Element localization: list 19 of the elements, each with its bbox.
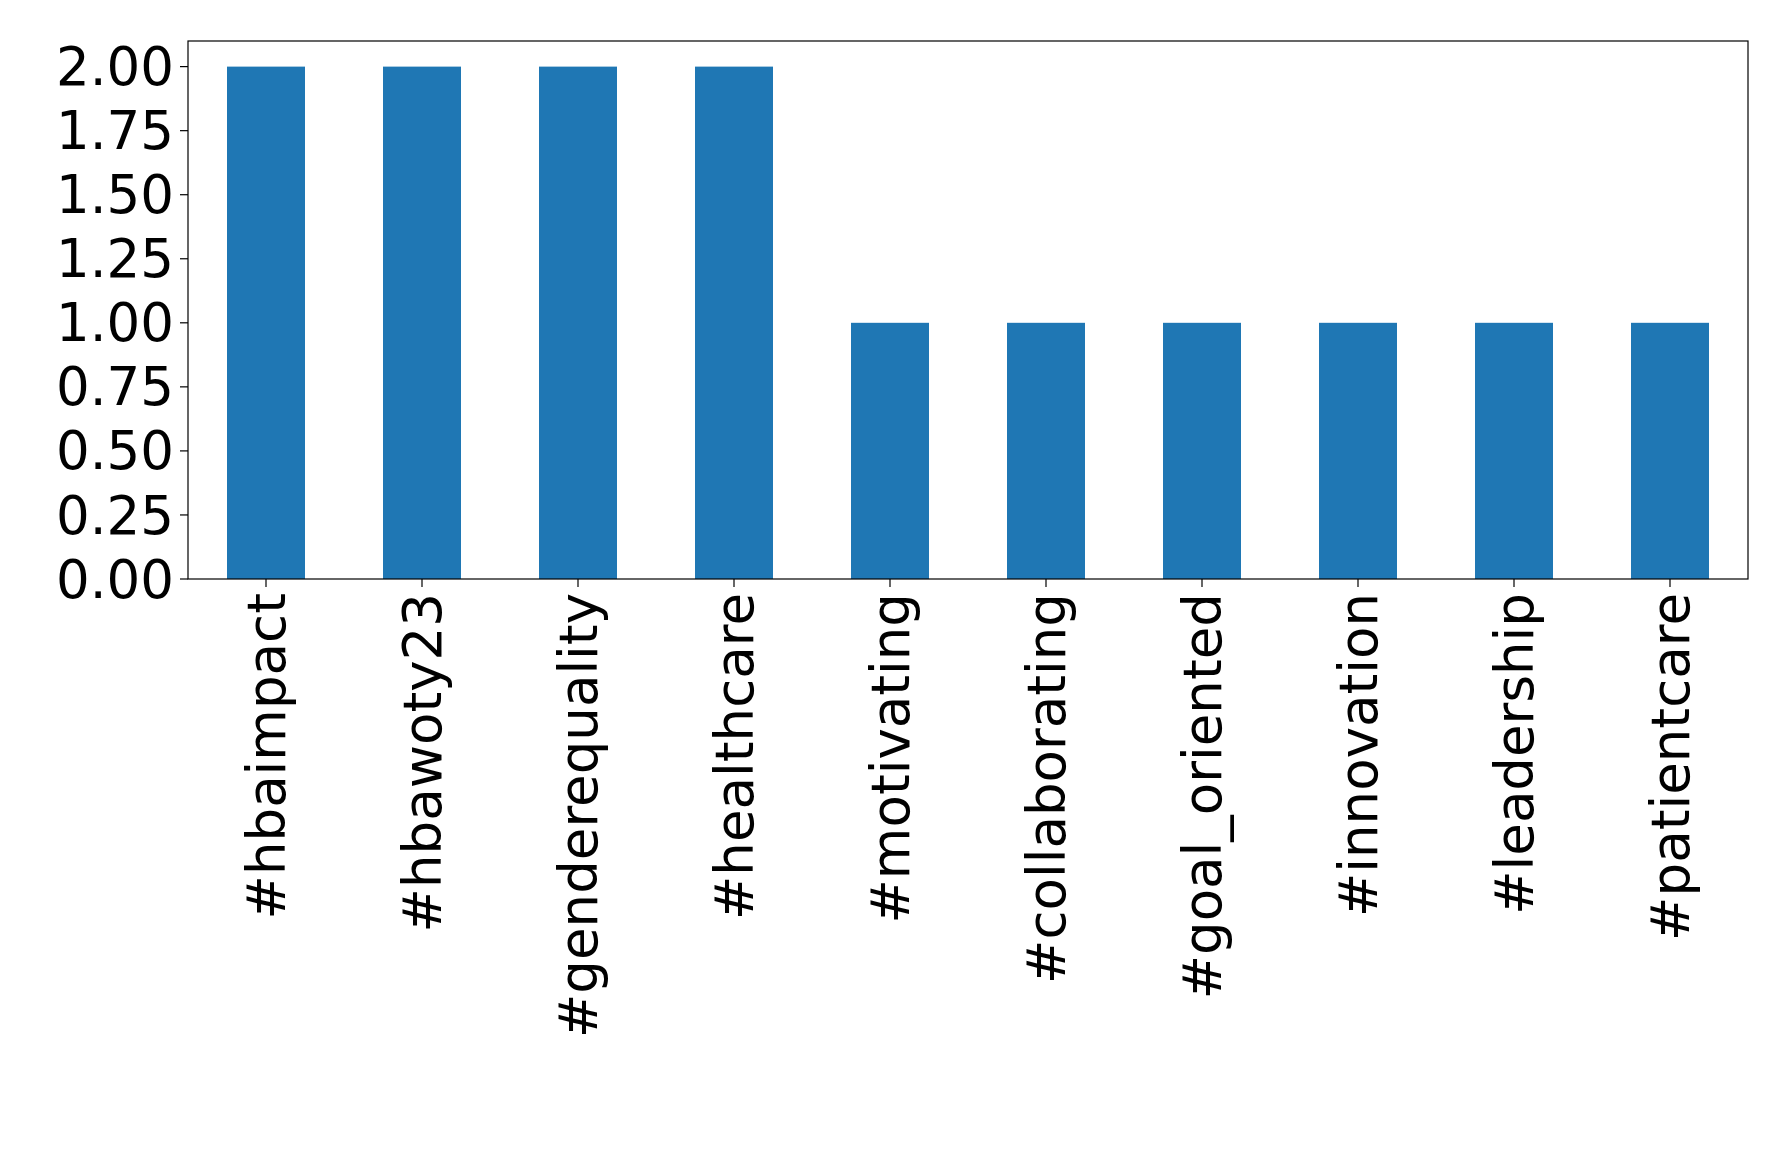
y-tick-label: 0.25 <box>55 484 174 546</box>
x-tick-label: #goal_oriented <box>1171 593 1234 1000</box>
x-tick-label: #patientcare <box>1639 593 1701 941</box>
y-tick-label: 2.00 <box>55 36 174 98</box>
y-tick-label: 1.00 <box>55 292 174 354</box>
x-tick-label: #genderequality <box>547 593 609 1039</box>
y-tick-label: 0.00 <box>55 548 174 610</box>
x-tick-label: #healthcare <box>703 593 765 921</box>
x-tick-label: #hbawoty23 <box>391 593 453 933</box>
y-tick-label: 1.50 <box>55 164 174 226</box>
x-tick-label: #motivating <box>859 593 921 924</box>
x-tick-label: #collaborating <box>1015 593 1077 984</box>
x-tick-label: #hbaimpact <box>235 593 297 920</box>
y-tick-label: 1.75 <box>55 100 174 162</box>
y-tick-label: 0.75 <box>55 356 174 418</box>
y-tick-label: 0.50 <box>55 420 174 482</box>
x-tick-label: #innovation <box>1327 593 1389 918</box>
y-tick-label: 1.25 <box>55 228 174 290</box>
x-tick-label: #leadership <box>1483 593 1545 915</box>
